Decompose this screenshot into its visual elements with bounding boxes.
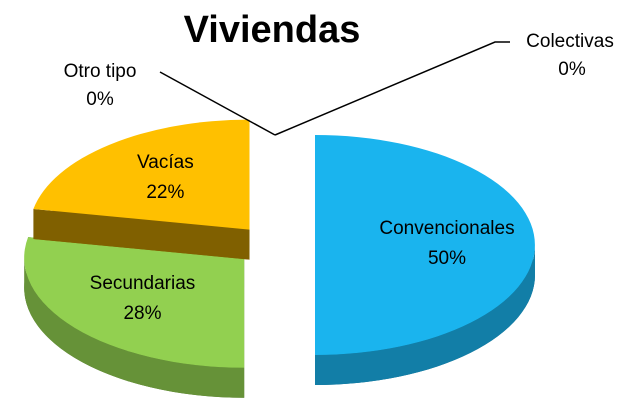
slice-label: Otro tipo (64, 61, 137, 82)
slice (315, 135, 535, 355)
slice-value-label: 0% (558, 59, 586, 80)
slice (24, 237, 245, 368)
slice (33, 119, 250, 230)
chart-title: Viviendas (184, 9, 361, 51)
leader-line (274, 41, 510, 136)
slice-value-label: 0% (86, 89, 114, 110)
slice-label: Convencionales (379, 218, 514, 239)
slice-value-label: 50% (428, 248, 466, 269)
slice-label: Vacías (137, 152, 194, 173)
slice-side (24, 257, 245, 398)
slice-side (315, 245, 535, 385)
slice-value-label: 28% (123, 303, 161, 324)
slice-label: Colectivas (526, 31, 614, 52)
leader-line (159, 71, 276, 136)
slice-wall (33, 208, 250, 260)
slice-value-label: 22% (146, 182, 184, 203)
slice-label: Secundarias (90, 273, 196, 294)
